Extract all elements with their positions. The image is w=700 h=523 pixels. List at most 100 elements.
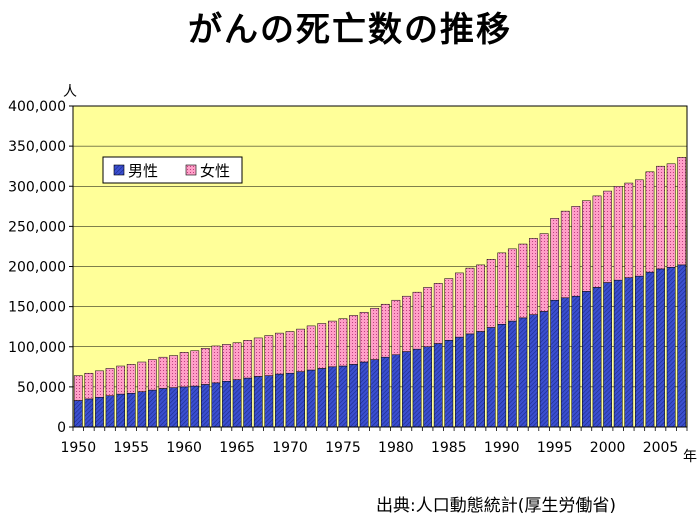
bar-female-1977 bbox=[359, 311, 369, 363]
x-tick-label: 1955 bbox=[113, 440, 149, 456]
bar-female-1958 bbox=[158, 356, 168, 389]
x-tick-label: 1990 bbox=[484, 440, 520, 456]
bar-female-2003 bbox=[634, 179, 644, 277]
bar-female-1950 bbox=[73, 375, 83, 401]
bar-male-2005 bbox=[656, 268, 665, 428]
bar-female-1968 bbox=[264, 335, 274, 376]
bar-female-1967 bbox=[253, 337, 263, 377]
bar-female-1957 bbox=[148, 359, 157, 391]
bar-female-1961 bbox=[190, 350, 200, 387]
bar-male-2000 bbox=[603, 282, 612, 428]
bar-female-1960 bbox=[179, 352, 189, 388]
y-axis: 0 50,000 100,000 150,000 200,000 250,000 300,0… bbox=[8, 99, 73, 436]
bar-female-1975 bbox=[338, 318, 348, 367]
bar-female-1966 bbox=[243, 340, 253, 379]
x-tick-label: 2005 bbox=[643, 440, 679, 456]
bar-male-1953 bbox=[105, 395, 115, 428]
bar-male-1990 bbox=[497, 324, 507, 428]
bar-female-1953 bbox=[105, 368, 115, 396]
x-tick-label: 2000 bbox=[590, 440, 626, 456]
bar-female-1962 bbox=[200, 348, 210, 385]
bar-male-1992 bbox=[518, 317, 528, 428]
y-tick-label: 150,000 bbox=[8, 300, 66, 316]
bar-male-1984 bbox=[433, 343, 443, 428]
bar-male-1965 bbox=[232, 379, 242, 428]
bar-male-2007 bbox=[677, 264, 687, 428]
bar-male-1991 bbox=[507, 320, 517, 428]
bar-female-1982 bbox=[412, 291, 422, 350]
x-tick-label: 1960 bbox=[166, 440, 202, 456]
bar-female-1963 bbox=[211, 345, 221, 384]
bar-female-2007 bbox=[677, 157, 687, 266]
bar-female-1954 bbox=[116, 365, 126, 395]
x-tick-label: 1985 bbox=[431, 440, 467, 456]
bar-female-1984 bbox=[433, 283, 443, 344]
bar-female-1955 bbox=[126, 364, 136, 394]
bar-female-1985 bbox=[444, 278, 454, 341]
bar-female-1999 bbox=[592, 195, 602, 288]
bar-male-1986 bbox=[455, 336, 464, 428]
bar-male-1997 bbox=[571, 295, 581, 428]
bar-male-1987 bbox=[465, 333, 475, 428]
bar-male-2003 bbox=[634, 275, 644, 428]
chart-title: がんの死亡数の推移 bbox=[188, 10, 512, 50]
bar-female-1978 bbox=[370, 307, 380, 360]
bar-male-1952 bbox=[95, 397, 104, 428]
bar-female-1979 bbox=[380, 303, 390, 358]
source-note: 出典:人口動態統計(厚生労働省) bbox=[376, 496, 616, 516]
y-tick-label: 350,000 bbox=[8, 139, 66, 155]
bar-female-1973 bbox=[317, 323, 327, 369]
bar-female-1992 bbox=[518, 243, 528, 319]
bar-female-1993 bbox=[529, 238, 538, 315]
x-tick-label: 1965 bbox=[219, 440, 255, 456]
legend-box bbox=[102, 156, 243, 184]
bar-male-1985 bbox=[444, 340, 454, 428]
bar-male-1970 bbox=[285, 372, 295, 428]
bar-male-1983 bbox=[423, 346, 433, 428]
bar-female-1951 bbox=[84, 372, 94, 400]
bar-male-1969 bbox=[275, 373, 284, 428]
bar-male-1954 bbox=[116, 393, 126, 428]
bar-female-1974 bbox=[327, 320, 337, 368]
bar-male-1973 bbox=[317, 368, 327, 428]
bar-male-1962 bbox=[200, 384, 210, 428]
bar-male-1966 bbox=[243, 377, 253, 428]
bar-female-2001 bbox=[613, 186, 623, 281]
bar-male-2004 bbox=[645, 271, 655, 428]
bar-female-1969 bbox=[275, 332, 284, 375]
bar-female-2006 bbox=[666, 163, 676, 268]
bar-male-1974 bbox=[327, 366, 337, 428]
bar-male-1957 bbox=[148, 389, 157, 428]
bar-female-1981 bbox=[402, 295, 411, 352]
bar-male-1977 bbox=[359, 361, 369, 428]
bar-female-1995 bbox=[550, 218, 560, 301]
y-unit-label: 人 bbox=[63, 84, 77, 100]
bar-female-1994 bbox=[539, 233, 549, 312]
bar-female-2000 bbox=[603, 190, 612, 283]
x-tick-label: 1980 bbox=[378, 440, 414, 456]
bar-male-1979 bbox=[380, 356, 390, 428]
bar-female-1971 bbox=[296, 328, 305, 372]
bar-male-1980 bbox=[391, 354, 401, 428]
bar-female-1987 bbox=[465, 267, 475, 335]
bar-male-1982 bbox=[412, 348, 422, 428]
x-unit-label: 年 bbox=[683, 449, 697, 465]
bar-female-1983 bbox=[423, 287, 433, 347]
x-axis: 1950 1955 1960 1965 1970 1975 1980 1985 1990 1995… bbox=[60, 426, 688, 456]
bar-male-1978 bbox=[370, 359, 380, 428]
bar-female-1990 bbox=[497, 252, 507, 325]
bar-female-1965 bbox=[232, 342, 242, 380]
bar-female-1964 bbox=[222, 344, 231, 382]
bar-female-1988 bbox=[476, 264, 485, 332]
bar-female-1991 bbox=[507, 248, 517, 322]
bar-male-2001 bbox=[613, 279, 623, 428]
bar-male-1989 bbox=[486, 327, 496, 428]
bar-male-1963 bbox=[211, 382, 221, 428]
y-tick-label: 400,000 bbox=[8, 99, 66, 115]
bar-male-1961 bbox=[190, 385, 200, 428]
bar-female-2004 bbox=[645, 171, 655, 273]
bar-female-2005 bbox=[656, 165, 665, 270]
bar-male-1996 bbox=[560, 297, 570, 428]
bar-male-1958 bbox=[158, 388, 168, 428]
